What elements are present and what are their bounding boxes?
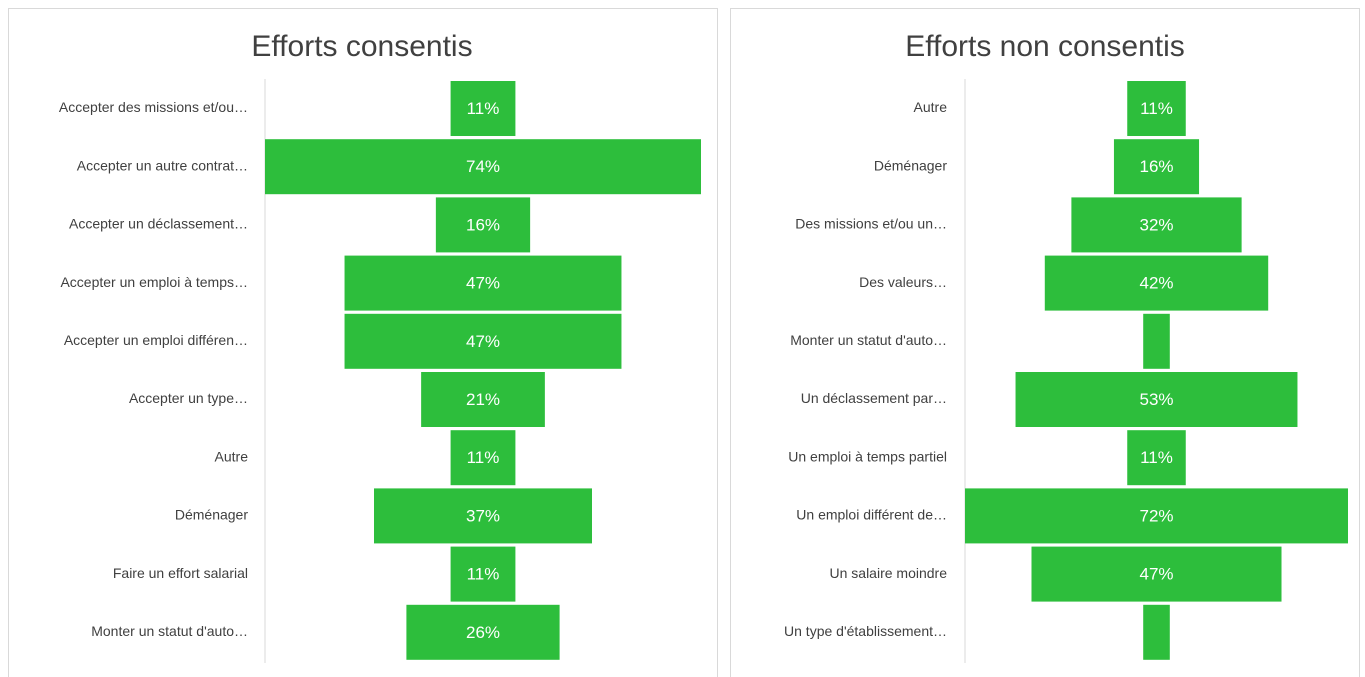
category-label: Un type d'établissement… <box>784 623 947 639</box>
category-label: Un emploi à temps partiel <box>788 448 947 464</box>
category-label: Monter un statut d'auto… <box>91 623 248 639</box>
bar <box>1127 430 1186 486</box>
category-label: Accepter un autre contrat… <box>77 157 248 173</box>
value-label: 21% <box>466 390 500 409</box>
category-label: Accepter des missions et/ou… <box>59 99 248 115</box>
value-label: 74% <box>466 157 500 176</box>
bar <box>1031 546 1282 602</box>
category-label: Un salaire moindre <box>830 565 948 581</box>
value-label: 53% <box>1139 390 1173 409</box>
value-label: 11% <box>467 448 500 467</box>
bar <box>1113 139 1200 195</box>
value-label: 37% <box>466 506 500 525</box>
bar <box>450 81 516 136</box>
category-label: Accepter un type… <box>129 390 248 406</box>
value-label: 47% <box>466 332 500 351</box>
bar <box>406 604 560 660</box>
bar <box>435 197 531 253</box>
bar <box>965 488 1348 544</box>
category-label: Accepter un emploi à temps… <box>60 274 248 290</box>
bar <box>450 430 516 486</box>
value-label: 47% <box>466 274 500 293</box>
value-label: 16% <box>466 215 500 234</box>
bar <box>265 139 701 195</box>
chart-title: Efforts consentis <box>251 30 472 63</box>
bar <box>1143 604 1170 660</box>
category-label: Des valeurs… <box>859 274 947 290</box>
value-label: 11% <box>1140 99 1173 118</box>
value-label: 16% <box>1139 157 1173 176</box>
bar <box>344 313 622 369</box>
value-label: 11% <box>467 99 500 118</box>
panel <box>730 8 1360 677</box>
category-label: Déménager <box>175 507 248 523</box>
bar <box>421 372 545 427</box>
value-label: 26% <box>466 623 500 642</box>
value-label: 11% <box>467 565 500 584</box>
bar <box>1143 313 1170 369</box>
category-label: Un déclassement par… <box>801 390 947 406</box>
bar <box>1044 255 1269 311</box>
bar <box>1015 372 1298 427</box>
category-label: Un emploi différent de… <box>796 507 947 523</box>
value-label: 47% <box>1139 565 1173 584</box>
panel <box>8 8 718 677</box>
bar <box>1127 81 1186 136</box>
category-label: Autre <box>215 448 249 464</box>
value-label: 32% <box>1139 215 1173 234</box>
category-label: Des missions et/ou un… <box>795 216 947 232</box>
category-label: Autre <box>914 99 948 115</box>
chart-title: Efforts non consentis <box>905 30 1185 63</box>
bar <box>1071 197 1242 253</box>
category-label: Accepter un déclassement… <box>69 216 248 232</box>
bar <box>374 488 592 544</box>
bar <box>344 255 622 311</box>
value-label: 72% <box>1139 506 1173 525</box>
category-label: Faire un effort salarial <box>113 565 248 581</box>
category-label: Accepter un emploi différen… <box>64 332 248 348</box>
value-label: 42% <box>1139 274 1173 293</box>
category-label: Monter un statut d'auto… <box>790 332 947 348</box>
value-label: 11% <box>1140 448 1173 467</box>
category-label: Déménager <box>874 157 947 173</box>
bar <box>450 546 516 602</box>
